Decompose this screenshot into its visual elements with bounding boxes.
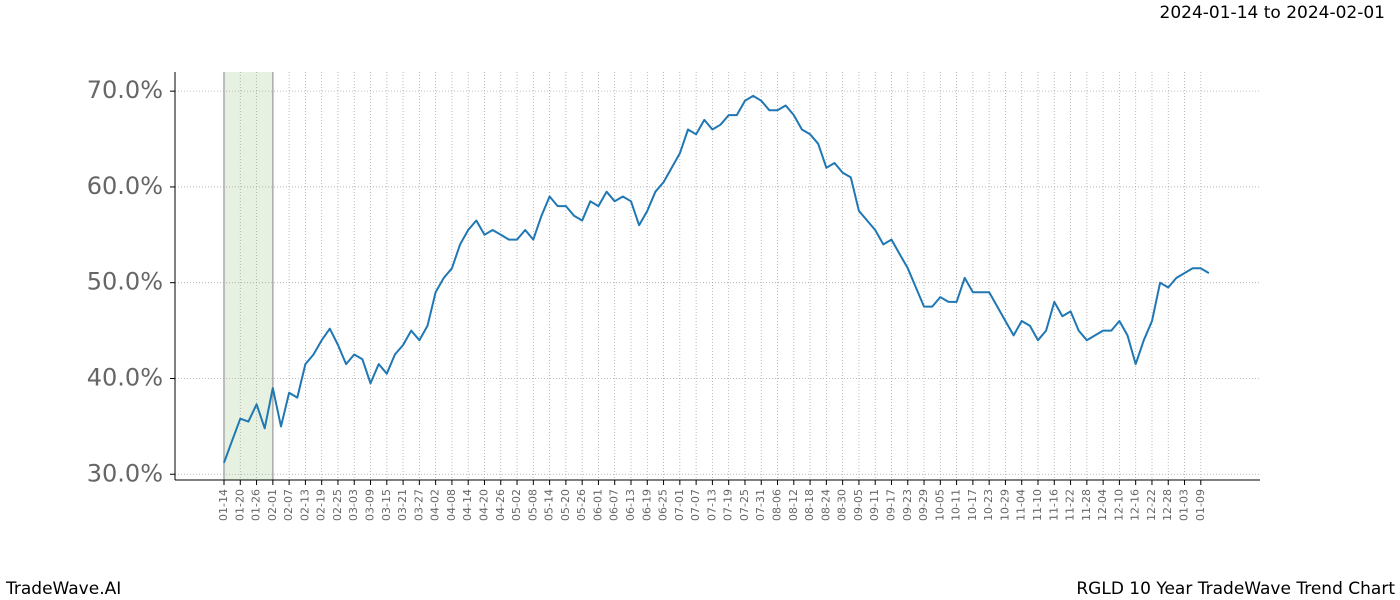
- x-tick-label: 08-24: [819, 489, 832, 521]
- x-tick-label: 03-09: [364, 489, 377, 521]
- x-tick-label: 09-29: [917, 489, 930, 521]
- x-tick-label: 06-25: [657, 489, 670, 521]
- x-tick-label: 12-04: [1096, 489, 1109, 521]
- x-tick-label: 05-20: [559, 489, 572, 521]
- x-tick-label: 01-26: [250, 489, 263, 521]
- trend-line: [223, 94, 1210, 464]
- x-tick-label: 10-23: [982, 489, 995, 521]
- x-tick-label: 12-10: [1112, 489, 1125, 521]
- x-tick-label: 07-31: [754, 489, 767, 521]
- x-tick-label: 08-30: [836, 489, 849, 521]
- x-tick-label: 03-03: [347, 489, 360, 521]
- x-tick-label: 09-05: [852, 489, 865, 521]
- x-tick-label: 11-22: [1064, 489, 1077, 521]
- x-tick-label: 09-17: [884, 489, 897, 521]
- x-tick-label: 02-19: [315, 489, 328, 521]
- x-tick-label: 12-16: [1129, 489, 1142, 521]
- y-tick-label: 50.0%: [87, 268, 163, 296]
- x-tick-label: 02-07: [282, 489, 295, 521]
- x-tick-label: 07-25: [738, 489, 751, 521]
- x-tick-label: 05-14: [543, 489, 556, 521]
- x-tick-label: 02-13: [298, 489, 311, 521]
- x-tick-label: 09-11: [868, 489, 881, 521]
- x-tick-label: 02-25: [331, 489, 344, 521]
- x-tick-label: 06-19: [640, 489, 653, 521]
- x-tick-label: 04-20: [477, 489, 490, 521]
- x-tick-label: 01-03: [1178, 489, 1191, 521]
- x-tick-label: 01-14: [217, 489, 230, 521]
- y-tick-label: 40.0%: [87, 363, 163, 391]
- x-tick-label: 05-08: [526, 489, 539, 521]
- y-tick-label: 60.0%: [87, 172, 163, 200]
- x-tick-label: 11-10: [1031, 489, 1044, 521]
- x-tick-label: 08-12: [787, 489, 800, 521]
- y-tick-label: 70.0%: [87, 76, 163, 104]
- x-tick-label: 10-17: [966, 489, 979, 521]
- x-tick-label: 01-20: [233, 489, 246, 521]
- x-tick-label: 04-14: [461, 489, 474, 521]
- footer-left: TradeWave.AI: [5, 579, 121, 599]
- x-tick-label: 10-11: [950, 489, 963, 521]
- x-tick-label: 12-22: [1145, 489, 1158, 521]
- x-tick-label: 10-05: [933, 489, 946, 521]
- x-tick-label: 03-27: [412, 489, 425, 521]
- y-tick-label: 30.0%: [87, 459, 163, 487]
- x-tick-label: 08-18: [803, 489, 816, 521]
- x-tick-label: 01-09: [1194, 489, 1207, 521]
- x-tick-label: 05-02: [510, 489, 523, 521]
- x-tick-label: 11-16: [1047, 489, 1060, 521]
- x-tick-label: 07-19: [722, 489, 735, 521]
- x-tick-label: 11-28: [1080, 489, 1093, 521]
- x-tick-label: 12-28: [1161, 489, 1174, 521]
- x-tick-label: 08-06: [771, 489, 784, 521]
- x-tick-label: 09-23: [901, 489, 914, 521]
- x-tick-label: 04-26: [494, 489, 507, 521]
- chart-title: 2024-01-14 to 2024-02-01: [1160, 3, 1385, 23]
- x-tick-label: 06-07: [608, 489, 621, 521]
- x-tick-label: 02-01: [266, 489, 279, 521]
- footer-right: RGLD 10 Year TradeWave Trend Chart: [1076, 579, 1395, 599]
- x-tick-label: 07-01: [673, 489, 686, 521]
- x-tick-label: 04-02: [429, 489, 442, 521]
- x-tick-label: 11-04: [1015, 489, 1028, 521]
- x-tick-label: 06-01: [591, 489, 604, 521]
- x-tick-label: 03-21: [396, 489, 409, 521]
- x-tick-label: 07-07: [689, 489, 702, 521]
- x-tick-label: 03-15: [380, 489, 393, 521]
- x-tick-label: 06-13: [624, 489, 637, 521]
- x-tick-label: 04-08: [445, 489, 458, 521]
- highlight-span: [224, 72, 273, 480]
- x-tick-label: 05-26: [575, 489, 588, 521]
- x-tick-label: 10-29: [998, 489, 1011, 521]
- x-tick-label: 07-13: [705, 489, 718, 521]
